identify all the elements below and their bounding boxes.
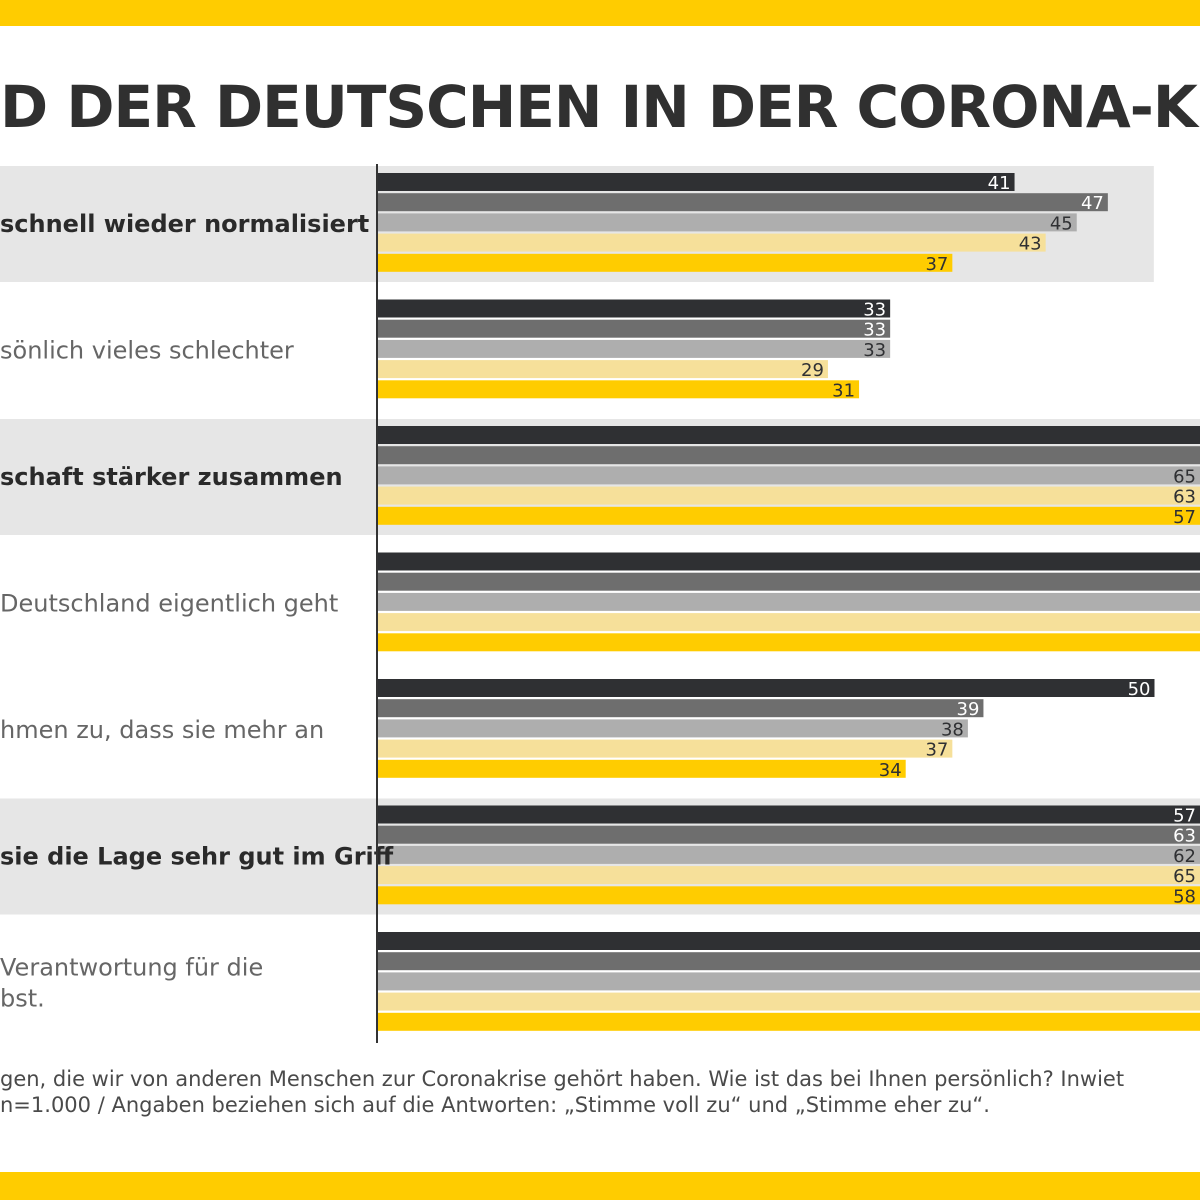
value-label: 33 bbox=[863, 340, 886, 361]
value-label: 34 bbox=[879, 760, 902, 781]
value-label: 57 bbox=[1173, 806, 1196, 827]
bar-row5-series5 bbox=[377, 759, 906, 778]
bar-row2-series2 bbox=[377, 319, 891, 338]
bar-row6-series1 bbox=[377, 805, 1200, 824]
bar-row1-series5 bbox=[377, 253, 953, 272]
footnote-line-2: n=1.000 / Angaben beziehen sich auf die … bbox=[0, 1093, 990, 1117]
value-label: 31 bbox=[832, 380, 855, 401]
category-label: bst. bbox=[0, 985, 45, 1013]
chart-title: D DER DEUTSCHEN IN DER CORONA-KRIS bbox=[0, 73, 1200, 141]
bar-row2-series3 bbox=[377, 339, 891, 358]
value-label: 39 bbox=[957, 699, 980, 720]
bar-row5-series3 bbox=[377, 719, 968, 738]
bar-row1-series3 bbox=[377, 213, 1077, 232]
bottom-accent-band bbox=[0, 1172, 1200, 1200]
value-label: 33 bbox=[863, 300, 886, 321]
category-label: Verantwortung für die bbox=[0, 954, 263, 982]
bar-row4-series1 bbox=[377, 552, 1200, 571]
category-label: sönlich vieles schlechter bbox=[0, 337, 294, 365]
bar-row4-series3 bbox=[377, 592, 1200, 611]
bar-row3-series2 bbox=[377, 446, 1200, 465]
bar-row2-series5 bbox=[377, 380, 860, 399]
value-label: 43 bbox=[1019, 234, 1042, 255]
bar-row3-series4 bbox=[377, 486, 1200, 505]
value-label: 38 bbox=[941, 719, 964, 740]
bar-row6-series4 bbox=[377, 866, 1200, 885]
category-label: Deutschland eigentlich geht bbox=[0, 590, 338, 618]
bar-row7-series4 bbox=[377, 992, 1200, 1011]
value-label: 57 bbox=[1173, 507, 1196, 528]
bar-row5-series2 bbox=[377, 699, 984, 718]
bar-row6-series2 bbox=[377, 825, 1200, 844]
bar-row4-series2 bbox=[377, 572, 1200, 591]
value-label: 63 bbox=[1173, 487, 1196, 508]
category-label: schaft stärker zusammen bbox=[0, 463, 343, 491]
bar-row6-series3 bbox=[377, 845, 1200, 864]
category-label: hmen zu, dass sie mehr an bbox=[0, 716, 324, 744]
bar-row1-series2 bbox=[377, 193, 1108, 212]
value-label: 50 bbox=[1128, 679, 1151, 700]
top-accent-band bbox=[0, 0, 1200, 26]
value-label: 29 bbox=[801, 360, 824, 381]
bar-row3-series5 bbox=[377, 506, 1200, 525]
bar-row7-series1 bbox=[377, 932, 1200, 950]
bar-row5-series4 bbox=[377, 739, 953, 758]
bar-row4-series5 bbox=[377, 633, 1200, 652]
bar-row1-series1 bbox=[377, 173, 1015, 191]
value-label: 65 bbox=[1173, 866, 1196, 887]
value-label: 62 bbox=[1173, 846, 1196, 867]
category-label: schnell wieder normalisiert bbox=[0, 210, 369, 238]
bar-row7-series5 bbox=[377, 1012, 1200, 1031]
bar-row6-series5 bbox=[377, 886, 1200, 905]
value-label: 37 bbox=[925, 740, 948, 761]
value-label: 58 bbox=[1173, 886, 1196, 907]
bar-row3-series3 bbox=[377, 466, 1200, 485]
bar-row7-series2 bbox=[377, 952, 1200, 971]
category-label: sie die Lage sehr gut im Griff bbox=[0, 843, 394, 871]
bar-row2-series1 bbox=[377, 299, 891, 318]
footnote-line-1: gen, die wir von anderen Menschen zur Co… bbox=[0, 1067, 1125, 1091]
bar-row2-series4 bbox=[377, 360, 828, 379]
value-label: 33 bbox=[863, 320, 886, 341]
bar-row4-series4 bbox=[377, 613, 1200, 632]
bar-row7-series3 bbox=[377, 972, 1200, 991]
value-label: 63 bbox=[1173, 826, 1196, 847]
bar-row5-series1 bbox=[377, 679, 1155, 697]
value-label: 45 bbox=[1050, 213, 1073, 234]
value-label: 47 bbox=[1081, 193, 1104, 214]
bar-row3-series1 bbox=[377, 426, 1200, 444]
bar-row1-series4 bbox=[377, 233, 1046, 252]
value-label: 65 bbox=[1173, 466, 1196, 487]
value-label: 37 bbox=[925, 254, 948, 275]
value-label: 41 bbox=[988, 173, 1011, 194]
